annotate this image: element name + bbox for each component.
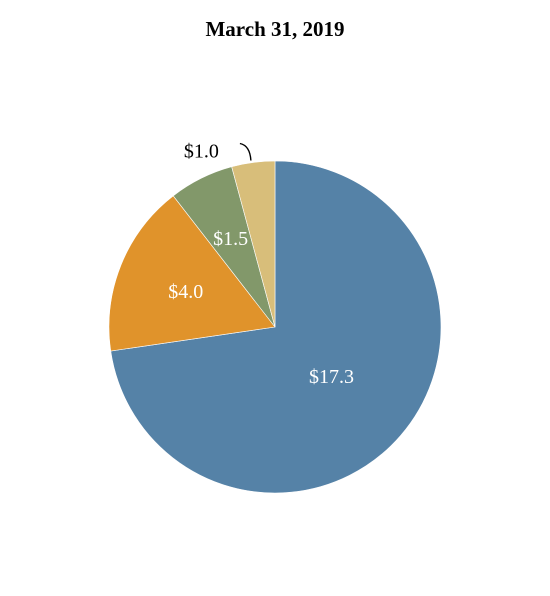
pie-slices [108,160,442,494]
chart-title: March 31, 2019 [205,17,345,41]
slice-label-17-3: $17.3 [309,366,354,388]
pie-slice-1-0 [231,160,276,328]
leader-line-1-0 [239,142,252,161]
pie-slice-4-0 [108,195,276,352]
slice-label-4-0: $4.0 [168,281,203,303]
pie-labels: $17.3 $4.0 $1.5 $1.0 [168,141,354,388]
pie-slice-17-3 [110,160,442,494]
slice-label-1-0: $1.0 [184,141,219,163]
slice-label-1-5: $1.5 [213,228,248,250]
